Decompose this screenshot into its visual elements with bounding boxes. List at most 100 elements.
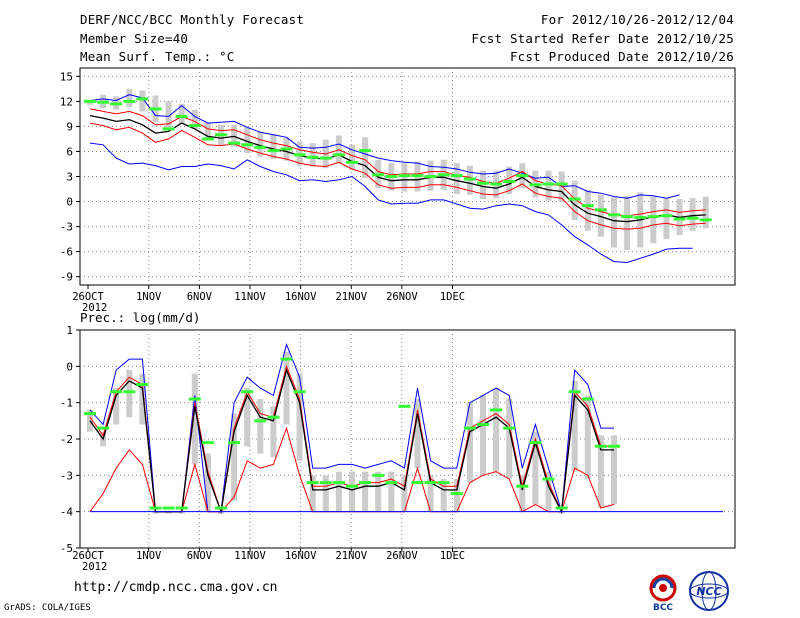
spread-bar [204, 122, 211, 140]
x-tick-label: 21NOV [335, 291, 367, 303]
member-size: Member Size=40 [80, 31, 189, 46]
x-tick-label: 26NOV [386, 550, 418, 562]
spread-bar [309, 475, 316, 512]
observed-marker [503, 180, 516, 184]
spread-bar [191, 373, 198, 465]
spread-bar [126, 88, 133, 108]
y-tick-label: 6 [66, 145, 73, 158]
observed-marker [319, 156, 332, 160]
spread-bar [493, 388, 500, 472]
observed-marker [411, 174, 424, 178]
spread-bar [375, 471, 382, 512]
observed-marker [581, 204, 594, 208]
spread-bar [270, 406, 277, 458]
observed-marker [149, 506, 162, 510]
spread-bar [532, 431, 539, 505]
observed-marker [280, 357, 293, 361]
spread-bar [296, 373, 303, 461]
observed-marker [581, 397, 594, 401]
observed-marker [188, 124, 201, 128]
x-tick-label: 26OCT [72, 550, 104, 562]
observed-marker [385, 481, 398, 485]
produced-date: Fcst Produced Date 2012/10/26 [509, 49, 734, 64]
x-tick-label: 21NOV [335, 550, 367, 562]
year-label: 2012 [82, 302, 107, 314]
observed-marker [228, 441, 241, 445]
spread-bar [139, 90, 146, 112]
observed-marker [621, 215, 634, 219]
spread-bar [545, 170, 552, 201]
observed-marker [254, 419, 267, 423]
observed-marker [201, 137, 214, 141]
spread-bar [349, 471, 355, 512]
observed-marker [267, 415, 280, 419]
spread-bar [611, 435, 617, 505]
x-tick-label: 1DEC [440, 550, 465, 562]
variable-label: Mean Surf. Temp.: °C [80, 49, 235, 64]
x-tick-label: 1DEC [440, 291, 465, 303]
observed-marker [306, 481, 319, 485]
observed-marker [136, 97, 149, 101]
spread-bar [519, 475, 526, 512]
observed-marker [84, 412, 96, 416]
observed-marker [97, 100, 110, 104]
observed-marker [529, 441, 542, 445]
year-label: 2012 [82, 561, 107, 573]
y-tick-label: 12 [60, 95, 73, 108]
observed-marker [450, 174, 463, 178]
observed-marker [568, 390, 581, 394]
x-tick-label: 6NOV [187, 550, 213, 562]
observed-marker [188, 397, 201, 401]
spread-bar [611, 197, 617, 248]
observed-marker [110, 390, 123, 394]
observed-marker [608, 213, 620, 217]
observed-marker [608, 444, 620, 448]
observed-marker [372, 473, 385, 477]
y-tick-label: 1 [66, 324, 73, 337]
observed-marker [162, 127, 175, 131]
spread-bar [309, 143, 316, 167]
observed-marker [346, 160, 358, 164]
x-tick-label: 6NOV [187, 291, 213, 303]
spread-bar [624, 195, 631, 250]
spread-bar [388, 471, 395, 512]
spread-bar [480, 170, 486, 200]
spread-bar [453, 163, 460, 195]
observed-marker [542, 182, 555, 186]
spread-bar [165, 511, 172, 514]
spread-bar [362, 137, 369, 179]
observed-marker [450, 492, 463, 495]
observed-marker [490, 182, 503, 186]
spread-bar [440, 478, 447, 512]
spread-bar [702, 196, 709, 229]
precip-subtitle: Prec.: log(mm/d) [80, 310, 200, 325]
observed-marker [110, 102, 123, 106]
observed-marker [215, 506, 227, 510]
spread-bar [663, 198, 670, 240]
x-tick-label: 1NOV [136, 291, 162, 303]
spread-bar [244, 388, 251, 447]
observed-marker [594, 444, 607, 448]
max-upper-line [89, 94, 680, 199]
observed-marker [424, 481, 437, 485]
observed-marker [215, 133, 227, 137]
footer-url[interactable]: http://cmdp.ncc.cma.gov.cn [74, 580, 278, 595]
observed-marker [503, 426, 516, 430]
ncc-logo-text: NCC [696, 585, 721, 598]
spread-bar [571, 380, 578, 472]
observed-marker [372, 173, 385, 177]
observed-marker [267, 149, 280, 153]
spread-bar [257, 399, 264, 454]
spread-bar [152, 511, 159, 514]
observed-marker [411, 481, 424, 485]
observed-marker [280, 147, 293, 151]
observed-marker [463, 177, 476, 181]
observed-marker [359, 481, 372, 485]
observed-marker [594, 208, 607, 212]
y-tick-label: -9 [60, 271, 73, 284]
observed-marker [201, 441, 214, 445]
observed-marker [699, 218, 712, 222]
observed-marker [398, 174, 411, 178]
observed-marker [319, 481, 332, 485]
observed-marker [555, 182, 568, 186]
